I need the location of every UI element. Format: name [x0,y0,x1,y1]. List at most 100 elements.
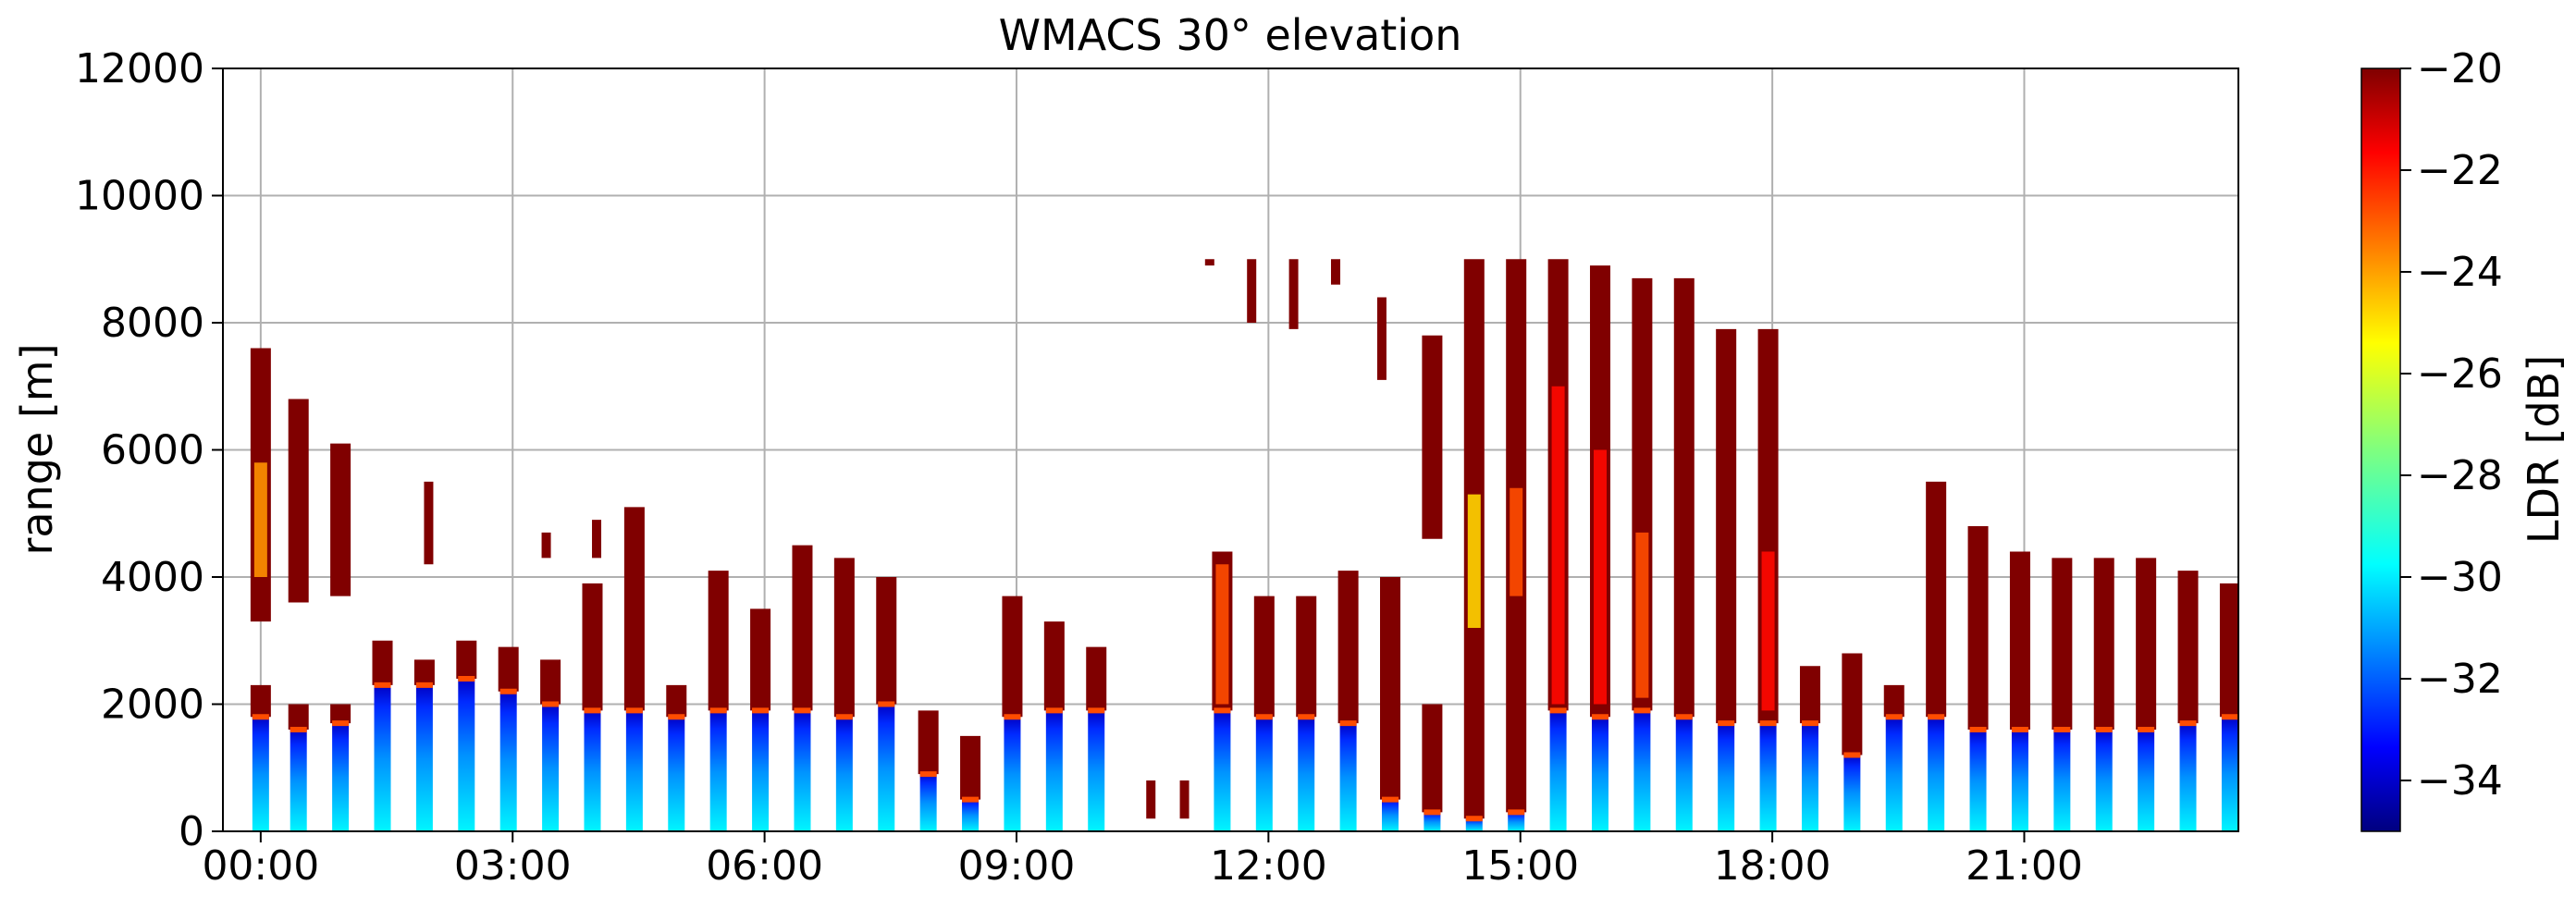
scan-column [1799,666,1820,831]
y-tick-label: 4000 [101,554,204,601]
scan-column [1926,481,1947,831]
scan-column [1380,577,1401,831]
scan-column [666,684,687,831]
scan-cloud [666,684,687,718]
x-tick-label: 03:00 [454,842,572,890]
scan-cloud [1043,621,1065,711]
scan-column [1337,571,1359,831]
scan-cloud [540,659,561,705]
scan-melting-layer [1214,707,1231,714]
scan-base [458,679,475,831]
scan-melting-layer [1465,816,1483,822]
scan-base [1424,812,1441,831]
y-tick-label: 6000 [101,427,204,474]
scan-melting-layer [1424,809,1441,816]
scan-column [1673,277,1695,831]
scan-melting-layer [1045,707,1063,714]
scan-melting-layer [1508,809,1525,816]
high-ldr-region [1551,386,1565,705]
scan-cloud [792,545,813,711]
scan-melting-layer [1928,714,1945,720]
colorbar-tick-label: −34 [2417,757,2503,805]
scan-lower-cloud [1422,704,1443,813]
sparse-cloud-patch [541,532,551,559]
scan-base [252,717,269,831]
sparse-cloud-patch [1330,259,1340,285]
scan-base [2053,730,2071,831]
scan-base [542,704,560,831]
scan-column [876,577,897,831]
scan-column [2136,558,2157,831]
high-ldr-region [1510,487,1523,596]
scan-column [2177,571,2199,831]
scan-cloud [1799,666,1820,724]
scan-base [290,730,307,831]
scan-column [372,640,393,831]
scan-melting-layer [1633,707,1651,714]
scan-melting-layer [499,688,517,694]
scan-column [2009,551,2030,831]
scan-cloud [1337,571,1359,724]
scan-cloud [1883,684,1904,718]
scan-cloud [1926,481,1947,718]
high-ldr-region [1467,494,1481,628]
scan-melting-layer [919,771,937,778]
scan-cloud [456,640,477,679]
scan-base [584,710,601,831]
scan-melting-layer [1759,720,1777,727]
scan-base [1508,812,1525,831]
scan-melting-layer [1675,714,1693,720]
scan-base [2011,730,2028,831]
x-tick-label: 15:00 [1461,842,1579,890]
scan-base [374,684,391,831]
scan-column [833,558,855,831]
scan-melting-layer [835,714,853,720]
colorbar-tick-label: −28 [2417,452,2503,499]
scan-column [413,659,435,831]
scan-column [2219,583,2238,831]
x-tick-label: 09:00 [958,842,1076,890]
scan-column [540,659,561,831]
scan-melting-layer [878,701,895,707]
scan-cloud [708,571,729,711]
scan-cloud [1253,596,1275,718]
y-tick-label: 8000 [101,300,204,347]
y-tick-label: 12000 [75,45,204,92]
scan-melting-layer [1843,752,1861,758]
scan-cloud [372,640,393,685]
scan-melting-layer [374,682,391,688]
y-tick-label: 10000 [75,173,204,220]
scan-base [1843,755,1861,831]
scan-cloud [1673,277,1695,718]
scan-melting-layer [1885,714,1903,720]
high-ldr-region [1215,564,1229,705]
scan-column [1967,526,1989,831]
scan-base [1591,717,1608,831]
scan-melting-layer [1718,720,1735,727]
scan-base [1339,723,1357,831]
x-tick-label: 21:00 [1966,842,2083,890]
data-layer [250,259,2238,831]
scan-cloud [2219,583,2238,718]
scan-column [498,646,519,831]
scan-melting-layer [542,701,560,707]
scan-base [1382,799,1399,831]
colorbar-tick-label: −32 [2417,656,2503,703]
scan-column [1883,684,1904,831]
x-tick-label: 12:00 [1210,842,1327,890]
sparse-cloud-patch [1247,259,1257,323]
scan-melting-layer [1339,720,1357,727]
scan-base [962,799,980,831]
scan-melting-layer [2095,727,2113,732]
scan-melting-layer [252,714,269,720]
scan-cloud [960,735,981,800]
colorbar [2360,68,2401,832]
scan-lower-cloud [330,704,351,724]
scan-base [1969,730,1987,831]
scan-base [1633,710,1651,831]
scan-base [668,717,685,831]
scan-melting-layer [1088,707,1105,714]
scan-cloud [1967,526,1989,730]
scan-base [1675,717,1693,831]
scan-melting-layer [1004,714,1021,720]
